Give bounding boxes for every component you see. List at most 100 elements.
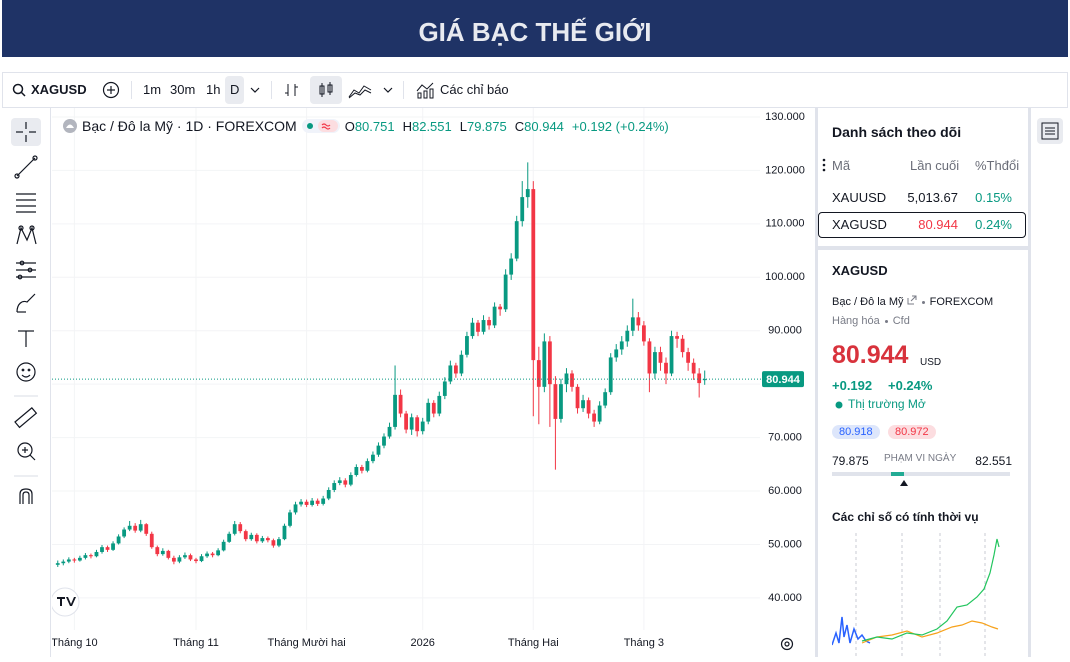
candle-body (393, 394, 397, 427)
candle-body (619, 341, 624, 350)
candle-body (55, 563, 60, 565)
side-panel: Danh sách theo dõi Mã Lần cuối %Thđổi XA… (818, 108, 1028, 657)
row-selected[interactable] (818, 212, 1026, 238)
candle-body (481, 320, 486, 332)
emoji-tool[interactable] (16, 362, 36, 382)
interval[interactable]: 1m (143, 82, 162, 97)
candle-body (691, 362, 696, 374)
detail-change-pct: +0.24% (888, 378, 933, 393)
candle-body (77, 557, 82, 561)
brush-tool[interactable] (16, 293, 36, 313)
detail-price: 80.944 (832, 341, 909, 369)
pattern-tool[interactable] (16, 225, 37, 245)
candle-body (359, 466, 364, 471)
y-tick-label: 60.000 (768, 485, 802, 497)
candle-body (116, 536, 121, 544)
detail-currency: USD (920, 357, 942, 368)
detail-kind: Cfd (892, 315, 910, 327)
magnet-tool[interactable] (19, 488, 33, 504)
trendline-tool[interactable] (14, 155, 38, 179)
candle-body (194, 559, 198, 562)
candle-body (216, 550, 221, 556)
interval-selected[interactable]: D (225, 76, 245, 104)
ohlc-value: 82.551 (411, 118, 452, 134)
symbol-logo (63, 119, 77, 133)
text-tool[interactable] (18, 330, 34, 347)
area-style[interactable] (348, 81, 372, 99)
row-change: 0.15% (975, 190, 1012, 205)
detail-category: Hàng hóa (832, 315, 880, 327)
candle-body (641, 325, 646, 342)
candle-body (664, 362, 668, 374)
candle-body (100, 547, 104, 552)
candle-style[interactable] (317, 81, 335, 99)
ohlc-label: C (514, 118, 525, 134)
candle-body (409, 417, 414, 430)
ruler-tool[interactable] (14, 407, 38, 429)
candle-body (166, 550, 171, 558)
seasonal-title: Các chỉ số có tính thời vụ (832, 510, 979, 524)
candle-body (277, 539, 281, 546)
tv-logo[interactable] (52, 587, 80, 617)
settings-icon[interactable] (780, 637, 794, 651)
candle-body (431, 402, 436, 414)
ask: 80.972 (888, 425, 936, 439)
row-symbol[interactable]: XAGUSD (832, 217, 887, 232)
row-last: 80.944 (918, 217, 958, 232)
column-menu[interactable] (822, 158, 826, 172)
candle-body (404, 413, 409, 430)
separator (403, 81, 404, 99)
candle-body (658, 352, 663, 363)
candle-body (547, 341, 552, 385)
range-label: PHẠM VI NGÀY (884, 453, 957, 464)
x-tick-label: Tháng 10 (52, 637, 98, 649)
last-price-tag (762, 371, 804, 388)
add-symbol[interactable] (102, 81, 120, 99)
symbol[interactable]: XAGUSD (31, 82, 87, 97)
interval[interactable]: 30m (170, 82, 196, 97)
zoom-tool[interactable] (17, 442, 36, 461)
candle-body (249, 534, 254, 540)
indicators-icon[interactable] (415, 81, 435, 99)
market-status: Thị trường Mở (848, 397, 926, 411)
seasonal-grid (855, 533, 986, 657)
candle-body (105, 547, 110, 550)
candle-body (72, 559, 77, 561)
chevron[interactable] (250, 86, 260, 94)
watchlist-button[interactable] (1037, 118, 1063, 144)
indicators[interactable]: Các chỉ báo (440, 82, 509, 97)
candle-body (492, 306, 497, 326)
external-icon[interactable] (907, 295, 917, 305)
separator (131, 81, 132, 99)
candle-body (260, 538, 265, 542)
row-symbol[interactable]: XAUUSD (832, 190, 887, 205)
candle-body (127, 525, 132, 530)
crosshair-tool[interactable] (16, 122, 36, 142)
candle-body (254, 534, 259, 542)
candle-body (465, 336, 469, 355)
y-tick-label: 90.000 (768, 325, 802, 337)
candle-body (675, 336, 679, 339)
bar-style[interactable] (283, 81, 301, 99)
candle-body (575, 386, 580, 409)
candle-body (531, 189, 536, 361)
candle-body (133, 525, 138, 531)
selected-bg (11, 118, 41, 146)
candle-body (232, 524, 237, 534)
fib-tool[interactable] (16, 193, 36, 213)
candle-body (348, 475, 353, 485)
search-icon[interactable] (12, 83, 26, 97)
candle-body (89, 555, 93, 557)
chevron[interactable] (383, 86, 393, 94)
ohlc-label: H (402, 118, 412, 134)
page-title: GIÁ BẠC THẾ GIỚI (418, 17, 652, 47)
candle-body (420, 421, 425, 432)
candle-body (603, 392, 608, 406)
forecast-tool[interactable] (16, 260, 36, 280)
ohlc-value: 80.751 (354, 118, 395, 134)
detail-name-line: Bạc / Đô la Mỹ FOREXCOM (832, 295, 993, 308)
interval[interactable]: 1h (206, 82, 221, 97)
candle-body (315, 500, 320, 504)
candle-body (171, 557, 176, 562)
candle-body (293, 504, 298, 513)
